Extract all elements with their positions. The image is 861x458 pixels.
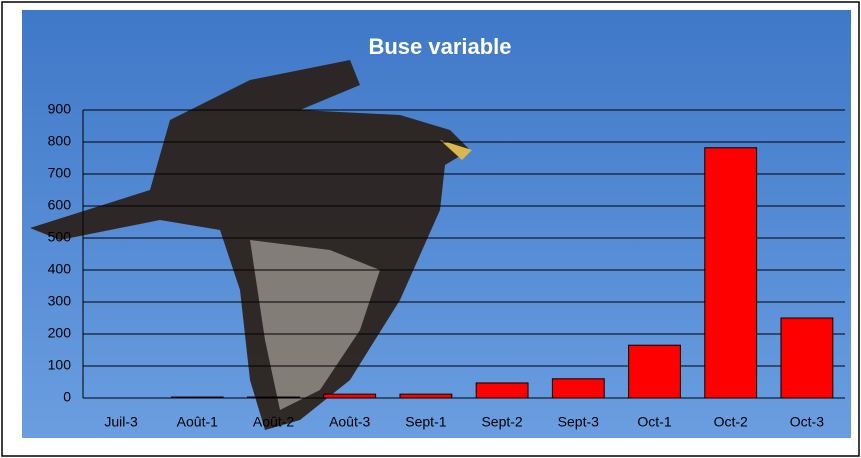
x-tick-label: Oct-1 — [637, 414, 671, 430]
bar — [170, 396, 224, 399]
x-tick-label: Sept-2 — [481, 414, 522, 430]
bar — [399, 393, 453, 399]
y-tick-label: 0 — [63, 389, 71, 405]
x-tick-label: Sept-1 — [405, 414, 446, 430]
bar — [551, 378, 605, 399]
bar — [704, 147, 758, 399]
bar — [323, 393, 377, 399]
x-tick-label: Août-3 — [329, 414, 370, 430]
y-tick-label: 100 — [48, 357, 72, 373]
y-tick-label: 600 — [48, 197, 72, 213]
y-tick-label: 800 — [48, 133, 72, 149]
x-tick-label: Oct-3 — [790, 414, 824, 430]
x-tick-label: Oct-2 — [714, 414, 748, 430]
x-tick-label: Août-2 — [253, 414, 294, 430]
y-tick-label: 900 — [48, 101, 72, 117]
y-tick-label: 400 — [48, 261, 72, 277]
y-tick-label: 700 — [48, 165, 72, 181]
bar — [780, 317, 834, 399]
chart-title: Buse variable — [368, 34, 511, 59]
bar — [628, 344, 681, 399]
y-tick-label: 500 — [48, 229, 72, 245]
y-tick-label: 200 — [48, 325, 72, 341]
bar — [247, 396, 300, 399]
x-tick-label: Juil-3 — [104, 414, 138, 430]
y-tick-label: 300 — [48, 293, 72, 309]
x-tick-label: Sept-3 — [558, 414, 599, 430]
bar — [475, 382, 529, 399]
bird-photo — [30, 60, 472, 430]
x-tick-label: Août-1 — [177, 414, 218, 430]
